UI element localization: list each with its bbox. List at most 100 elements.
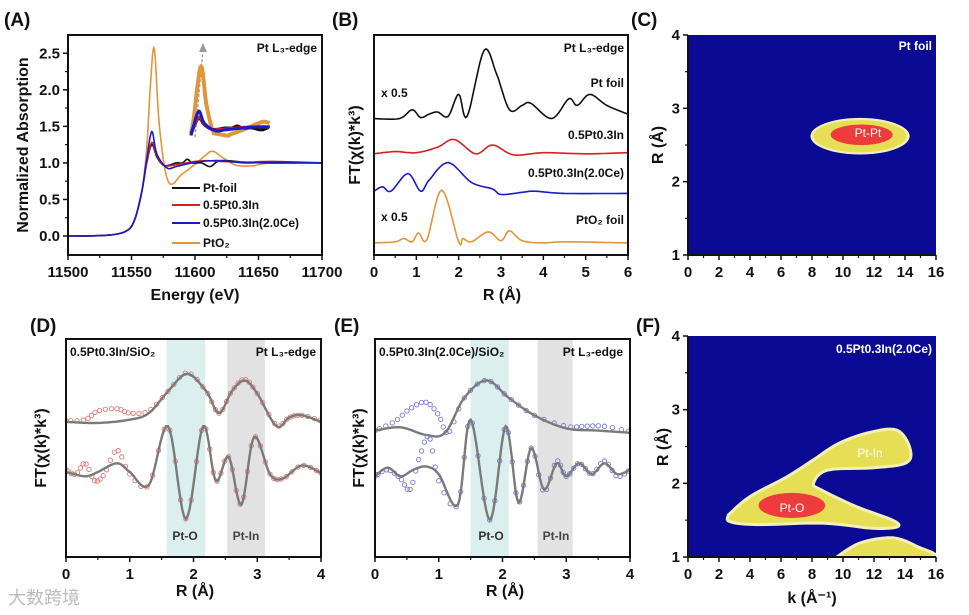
e-annotation: Pt L₃-edge: [563, 345, 624, 359]
d-annotation: Pt L₃-edge: [256, 345, 317, 359]
e-data-point: [595, 423, 601, 429]
c-xtick-label: 14: [897, 264, 914, 281]
e-ylabel: FT(χ(k)*k³): [351, 408, 368, 487]
d-xlabel: R (Å): [176, 581, 214, 600]
c-contour-peak: [830, 124, 893, 145]
e-data-point: [436, 478, 442, 484]
f-xtick-label: 4: [746, 566, 755, 583]
a-xtick-label: 11650: [238, 264, 279, 281]
d-data-point: [130, 410, 136, 417]
e-data-point: [431, 406, 437, 412]
a-legend-label-2: 0.5Pt0.3In(2.0Ce): [203, 216, 299, 230]
e-data-point: [434, 411, 441, 417]
d-data-point: [86, 466, 92, 472]
d-data-point: [125, 410, 131, 416]
f-xtick-label: 10: [835, 566, 852, 583]
d-data-point: [88, 412, 95, 419]
e-data-point: [609, 424, 616, 431]
e-data-point: [418, 448, 425, 454]
b-series-pto-foil: [374, 189, 628, 246]
e-data-point: [407, 486, 413, 493]
a-series-pto-: [68, 45, 322, 237]
f-xlabel: k (Å⁻¹): [787, 588, 836, 607]
a-inset: [189, 43, 271, 138]
d-data-point: [80, 461, 86, 467]
e-data-point: [413, 402, 420, 408]
e-data-point: [401, 482, 408, 488]
b-xtick-label: 5: [581, 264, 589, 281]
e-shade-label-pto: Pt-O: [478, 529, 503, 543]
d-data-point: [200, 384, 206, 390]
e-data-point: [501, 391, 507, 397]
e-data-point: [389, 420, 395, 426]
e-data-point: [427, 436, 433, 442]
a-legend-label-0: Pt-foil: [203, 181, 237, 195]
b-series-group: [374, 48, 628, 246]
d-ylabel: FT(χ(k)*k³): [33, 408, 50, 487]
b-xtick-label: 2: [454, 264, 462, 281]
d-xtick-label: 1: [126, 566, 134, 583]
d-series-group: [66, 370, 321, 522]
a-legend-label-3: PtO₂: [203, 236, 230, 250]
a-series-group: [68, 45, 322, 237]
e-data-point: [399, 412, 405, 418]
plot-layer: 11500 11550 11600 11650 117000.00.51.01.52.0…: [39, 27, 944, 583]
d-data-point: [66, 467, 69, 473]
f-ytick-label: 1: [672, 549, 680, 566]
b-label-pto2: PtO₂ foil: [576, 213, 624, 227]
e-data-point: [584, 423, 590, 429]
d-xtick-label: 2: [189, 566, 197, 583]
c-xtick-label: 0: [684, 264, 692, 281]
c-ytick-label: 3: [672, 100, 680, 117]
d-title: 0.5Pt0.3In/SiO₂: [70, 345, 155, 359]
c-ytick-label: 4: [672, 27, 681, 44]
e-xtick-label: 1: [435, 566, 443, 583]
c-xtick-label: 10: [835, 264, 852, 281]
e-data-point: [423, 399, 429, 405]
f-xtick-label: 0: [684, 566, 692, 583]
panel-label-b: (B): [332, 10, 358, 31]
e-data-point: [579, 423, 585, 430]
panel-label-c: (C): [631, 10, 657, 31]
e-data-point: [421, 439, 428, 445]
a-ytick-label: 0.0: [39, 228, 60, 245]
e-data-point: [409, 405, 415, 411]
e-data-point: [453, 504, 459, 510]
f-map: [688, 336, 936, 557]
b-annotation: Pt L₃-edge: [564, 41, 625, 55]
b-series-0-5pt0-3in: [374, 138, 628, 157]
d-data-point: [107, 457, 114, 463]
d-data-point: [85, 415, 91, 421]
f-contour-peak: [758, 492, 826, 518]
e-fit-line: [375, 417, 630, 522]
e-data-point: [404, 486, 410, 492]
e-data-point: [494, 384, 501, 390]
d-xtick-label: 0: [62, 566, 70, 583]
c-label-pt-pt: Pt-Pt: [855, 126, 882, 140]
d-data-point: [96, 407, 103, 414]
b-series-pt-foil: [374, 48, 628, 120]
panel-label-d: (D): [30, 316, 56, 337]
d-data-point: [97, 476, 103, 482]
panel-label-a: (A): [4, 10, 30, 31]
a-ylabel: Normalized Absorption: [15, 57, 32, 232]
f-xtick-label: 6: [777, 566, 785, 583]
e-data-point: [467, 387, 474, 393]
e-data-point: [410, 479, 416, 486]
e-data-point: [508, 396, 514, 403]
a-ytick-label: 1.0: [39, 155, 60, 172]
b-xtick-label: 4: [539, 264, 548, 281]
c-ylabel: R (Å): [648, 126, 667, 164]
c-ytick-label: 1: [672, 247, 680, 264]
b-xlabel: R (Å): [483, 285, 521, 304]
e-shaded-region-1: [537, 339, 573, 557]
d-xtick-label: 3: [253, 566, 261, 583]
d-fit-line: [66, 372, 321, 429]
a-xtick-label: 11550: [111, 264, 152, 281]
d-data-point: [119, 454, 125, 460]
e-data-point: [440, 424, 446, 430]
d-data-point: [92, 478, 98, 484]
c-xtick-label: 8: [808, 264, 816, 281]
e-data-point: [427, 401, 433, 408]
a-ytick-label: 2.5: [39, 45, 60, 62]
